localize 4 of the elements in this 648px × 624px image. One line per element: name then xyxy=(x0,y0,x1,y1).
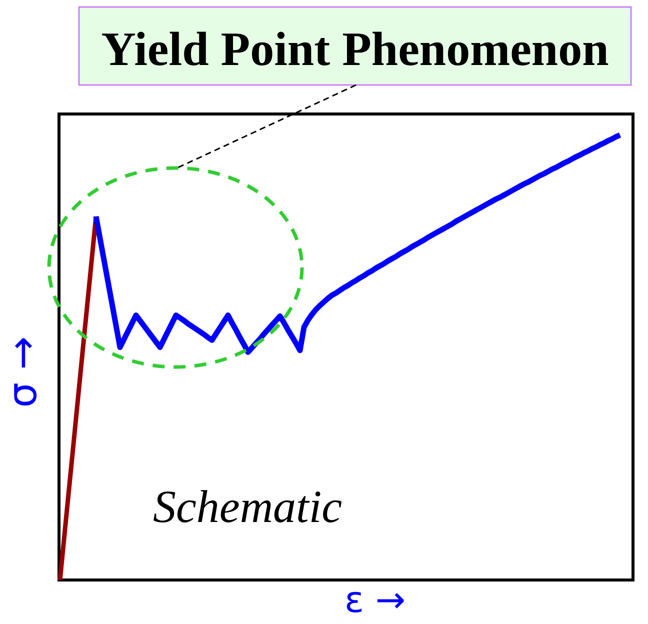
chart-title: Yield Point Phenomenon xyxy=(101,23,609,76)
x-axis-title: ε → xyxy=(344,580,406,621)
y-axis-title: σ → xyxy=(0,336,46,408)
annotation: Schematic xyxy=(153,481,342,532)
